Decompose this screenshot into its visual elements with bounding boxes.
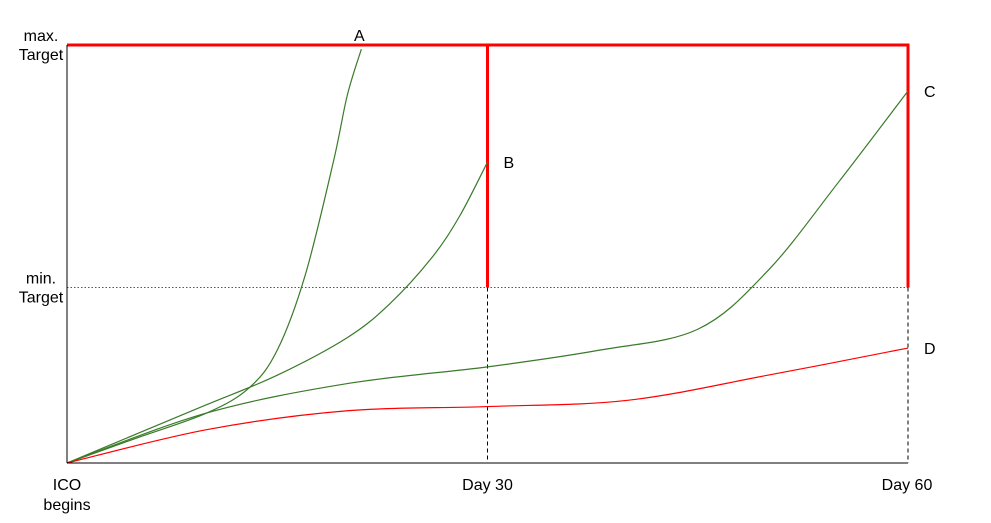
axes bbox=[66, 45, 908, 464]
series-line-d bbox=[66, 347, 909, 464]
series-curves bbox=[66, 49, 909, 464]
funding-window-box bbox=[67, 43, 489, 288]
y-tick-label: max. Target bbox=[19, 28, 64, 64]
series-line-c bbox=[66, 90, 909, 464]
series-label-d: D bbox=[924, 341, 936, 358]
series-line-a bbox=[66, 49, 362, 464]
y-tick-label: min. Target bbox=[19, 270, 64, 306]
series-label-a: A bbox=[354, 28, 365, 45]
funding-window-box bbox=[487, 43, 910, 288]
x-tick-label: Day 60 bbox=[882, 477, 933, 494]
x-tick-label: Day 30 bbox=[462, 477, 513, 494]
funding-windows bbox=[67, 43, 910, 288]
series-line-b bbox=[66, 161, 489, 464]
x-tick-label: ICO begins bbox=[43, 477, 90, 514]
series-label-b: B bbox=[504, 155, 515, 172]
series-label-c: C bbox=[924, 84, 936, 101]
